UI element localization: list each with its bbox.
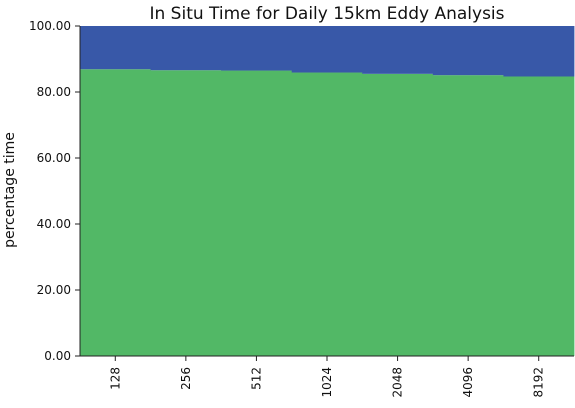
bar-2048-segment-2 — [362, 26, 434, 74]
x-tick-label: 4096 — [461, 367, 475, 398]
bar-128-segment-1 — [80, 69, 151, 356]
bar-2048-segment-1 — [362, 73, 434, 356]
x-tick-label: 2048 — [391, 367, 405, 398]
x-tick-label: 1024 — [320, 367, 334, 398]
y-tick-label: 80.00 — [37, 85, 71, 99]
y-tick-label: 20.00 — [37, 283, 71, 297]
bar-512-segment-1 — [221, 70, 293, 357]
y-axis-label: percentage time — [2, 132, 18, 248]
x-tick-label: 512 — [249, 367, 263, 390]
bar-1024-segment-2 — [291, 26, 363, 73]
y-tick-label: 100.00 — [29, 19, 71, 33]
y-tick-label: 60.00 — [37, 151, 71, 165]
x-tick-label: 8192 — [532, 367, 546, 398]
x-tick-label: 128 — [108, 367, 122, 390]
bar-8192-segment-1 — [503, 76, 575, 357]
axes: 0.00 20.00 40.00 60.00 80.00 100.00 128 256 512 1… — [29, 19, 574, 398]
bar-8192-segment-2 — [503, 26, 575, 77]
bar-4096-segment-2 — [432, 26, 504, 76]
bar-512-segment-2 — [221, 26, 293, 71]
bar-1024-segment-1 — [291, 72, 363, 356]
y-tick-label: 0.00 — [44, 349, 71, 363]
bar-4096-segment-1 — [432, 75, 504, 357]
bar-256-segment-2 — [150, 26, 222, 71]
y-tick-label: 40.00 — [37, 217, 71, 231]
bar-256-segment-1 — [150, 70, 222, 356]
x-tick-label: 256 — [179, 367, 193, 390]
plot-area — [80, 26, 575, 357]
chart-title: In Situ Time for Daily 15km Eddy Analysi… — [149, 4, 504, 24]
bar-128-segment-2 — [80, 26, 151, 70]
